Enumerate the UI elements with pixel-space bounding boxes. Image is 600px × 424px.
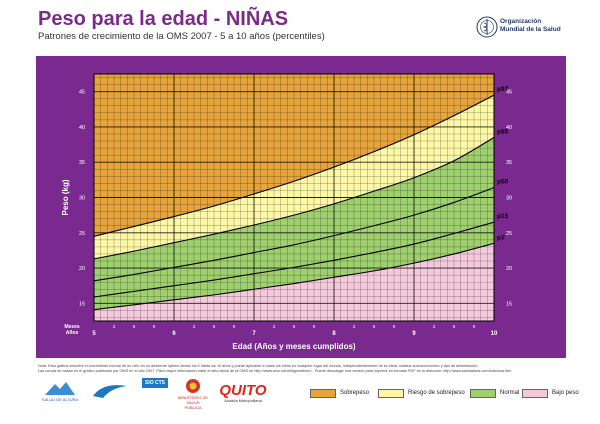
legend-item-normal: Normal [470,388,519,398]
series-label-p97: p97 [497,86,509,93]
x-month-label: 6 [293,324,296,329]
y-tick-left: 35 [79,160,85,166]
logo-label-4-sub: Alcaldía Metropolitana [224,399,262,403]
wave-icon [93,385,127,398]
y-tick-left: 45 [79,90,85,96]
who-emblem-icon [476,16,498,38]
x-month-label: 9 [233,324,236,329]
legend: Sobrepeso Riesgo de sobrepeso Normal Baj… [290,388,590,402]
legend-label: Riesgo de sobrepeso [408,390,465,396]
curve-p85 [93,137,495,260]
y-tick-right: 35 [506,160,512,166]
y-tick-left: 40 [79,125,85,131]
y-tick-left: 20 [79,266,85,272]
x-month-label: 9 [473,324,476,329]
x-year-label: 10 [491,331,498,337]
x-month-label: 3 [353,324,356,329]
curve-p15 [93,221,495,298]
x-month-label: 6 [213,324,216,329]
mountain-icon [45,382,75,395]
sponsor-logos: SALUD DE ALTURA SIO CTS MINISTERIO DE SA… [38,378,268,412]
org-line-1: Organización [500,18,542,25]
x-axis-title: Edad (Años y meses cumplidos) [232,342,355,351]
x-corner-label-anos: Años [66,330,79,336]
y-tick-right: 15 [506,301,512,307]
x-month-label: 6 [133,324,136,329]
sio-cts-logo: SIO CTS [142,378,168,388]
x-month-label: 3 [273,324,276,329]
x-year-label: 7 [252,331,256,337]
x-month-label: 6 [373,324,376,329]
quito-logo: QUITO Alcaldía Metropolitana [218,382,268,403]
footnote: Nota: Esta gráfica describe el crecimien… [38,364,578,374]
x-year-label: 5 [92,331,96,337]
chart-frame: p97 p85 p50 p15 p3 15 15 20 20 25 25 30 30 35 35 40 40 45… [36,56,566,358]
x-month-label: 3 [113,324,116,329]
wave-logo [90,380,130,401]
x-month-label: 9 [153,324,156,329]
series-label-p15: p15 [497,213,509,220]
y-tick-right: 40 [506,125,512,131]
footnote-line-1: Nota: Esta gráfica describe el crecimien… [38,364,479,368]
legend-swatch [470,388,496,398]
legend-label: Sobrepeso [340,390,370,396]
x-month-label: 9 [313,324,316,329]
x-month-label: 3 [193,324,196,329]
legend-label: Bajo peso [552,390,579,396]
msp-logo: MINISTERIO DE SALUD PUBLICA [178,378,208,410]
y-tick-right: 30 [506,196,512,202]
legend-item-sobrepeso: Sobrepeso [310,388,369,398]
curve-p97 [93,94,495,237]
salud-altura-logo: SALUD DE ALTURA [38,380,82,402]
x-corner-label-meses: Meses [64,324,80,330]
x-year-label: 8 [332,331,336,337]
x-month-label: 3 [433,324,436,329]
y-tick-left: 15 [79,301,85,307]
y-tick-right: 45 [506,90,512,96]
series-label-p3: p3 [497,234,505,241]
plot-border [93,73,495,322]
logo-label-4: QUITO [219,382,267,399]
chart-title: Peso para la edad - NIÑAS [38,8,289,30]
legend-item-bajo-peso: Bajo peso [522,388,579,398]
legend-swatch [310,388,336,398]
legend-item-riesgo: Riesgo de sobrepeso [378,388,465,398]
x-year-label: 6 [172,331,176,337]
x-month-label: 9 [393,324,396,329]
y-tick-left: 25 [79,231,85,237]
legend-label: Normal [500,390,520,396]
curve-p50 [93,187,495,282]
who-org-name: Organización Mundial de la Salud [500,18,561,33]
series-label-p85: p85 [497,129,509,136]
y-tick-left: 30 [79,196,85,202]
legend-swatch [522,388,548,398]
y-tick-right: 20 [506,266,512,272]
curve-p3 [93,242,495,311]
y-tick-right: 25 [506,231,512,237]
chart-subtitle: Patrones de crecimiento de la OMS 2007 -… [38,31,325,42]
series-label-p50: p50 [497,179,509,186]
x-month-label: 6 [453,324,456,329]
legend-swatch [378,388,404,398]
footnote-line-2: Las curvas se basan en el gráfico public… [38,369,512,373]
org-line-2: Mundial de la Salud [500,25,561,33]
logo-label-3: MINISTERIO DE SALUD PUBLICA [178,395,209,410]
x-year-label: 9 [412,331,416,337]
logo-label-2: SIO CTS [142,378,168,388]
y-axis-title: Peso (kg) [61,179,70,215]
logo-label-1: SALUD DE ALTURA [41,397,79,402]
seal-icon [186,379,200,393]
